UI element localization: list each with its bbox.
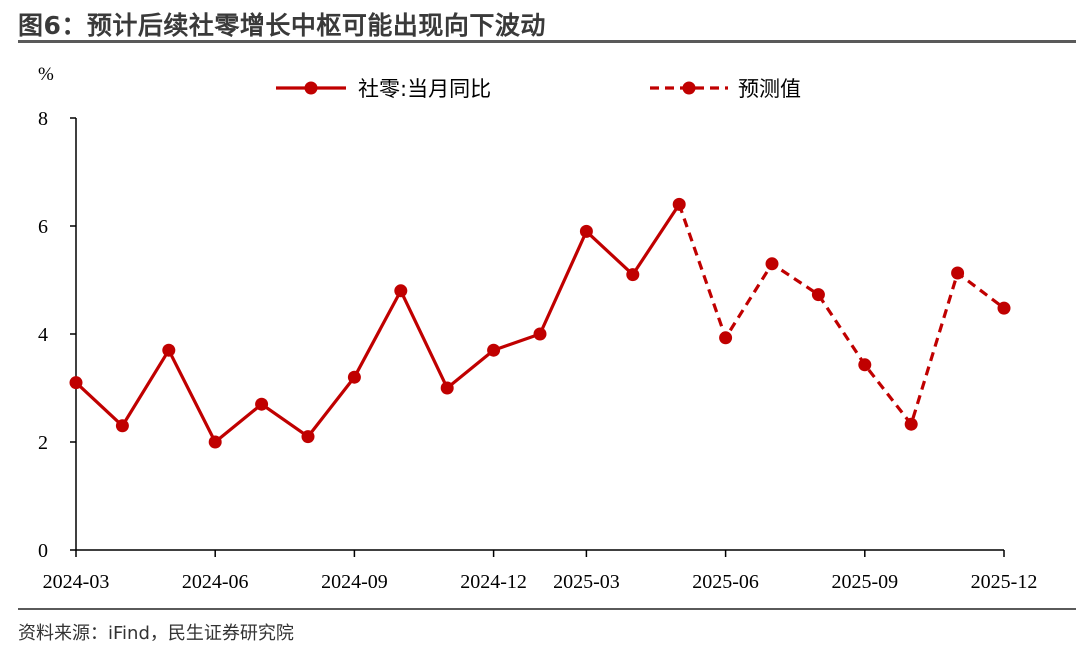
- data-point: [719, 331, 733, 345]
- data-point: [394, 284, 408, 298]
- x-tick-label: 2025-06: [692, 571, 759, 593]
- legend-marker-1: [304, 81, 318, 95]
- y-unit-label: %: [38, 64, 54, 85]
- series-line-2: [677, 203, 1005, 426]
- data-point: [811, 288, 825, 302]
- data-point: [904, 417, 918, 431]
- footer-rule: [18, 608, 1076, 610]
- x-tick-label: 2025-12: [971, 571, 1038, 593]
- data-point: [208, 435, 222, 449]
- data-point: [858, 358, 872, 372]
- x-tick-label: 2024-06: [182, 571, 249, 593]
- data-point: [765, 257, 779, 271]
- y-tick-label: 8: [38, 108, 48, 130]
- x-tick-label: 2025-03: [553, 571, 620, 593]
- axes: [70, 117, 1005, 557]
- data-point: [626, 268, 640, 282]
- series-lines: [74, 203, 1005, 444]
- data-point: [255, 397, 269, 411]
- data-point: [951, 266, 965, 280]
- data-point: [487, 343, 501, 357]
- y-tick-label: 4: [38, 324, 48, 346]
- data-point: [672, 197, 686, 211]
- data-point: [162, 343, 176, 357]
- x-tick-label: 2024-12: [460, 571, 527, 593]
- data-point: [301, 430, 315, 444]
- legend: 社零:当月同比 预测值: [276, 77, 801, 101]
- data-point: [69, 376, 83, 390]
- data-point: [347, 370, 361, 384]
- x-tick-label: 2024-09: [321, 571, 388, 593]
- line-chart: 0 2 4 6 8 2024-03 2024-06 2024-09 2024-12 2025-03…: [38, 64, 1037, 593]
- legend-label-1: 社零:当月同比: [358, 77, 491, 101]
- legend-marker-2: [682, 81, 696, 95]
- series-points: [69, 197, 1011, 449]
- legend-label-2: 预测值: [738, 77, 801, 101]
- x-tick-label: 2024-03: [43, 571, 110, 593]
- y-tick-label: 6: [38, 216, 48, 238]
- data-point: [997, 301, 1011, 315]
- y-tick-label: 0: [38, 540, 48, 562]
- source-note: 资料来源：iFind，民生证券研究院: [18, 623, 294, 644]
- series-line-1: [74, 203, 681, 444]
- data-point: [440, 381, 454, 395]
- figure-title: 图6：预计后续社零增长中枢可能出现向下波动: [18, 11, 546, 40]
- tick-labels: 0 2 4 6 8 2024-03 2024-06 2024-09 2024-12 2025-03…: [38, 108, 1037, 593]
- data-point: [533, 327, 547, 341]
- data-point: [579, 224, 593, 238]
- title-rule: [18, 40, 1076, 43]
- y-tick-label: 2: [38, 432, 48, 454]
- x-tick-label: 2025-09: [831, 571, 898, 593]
- data-point: [115, 419, 129, 433]
